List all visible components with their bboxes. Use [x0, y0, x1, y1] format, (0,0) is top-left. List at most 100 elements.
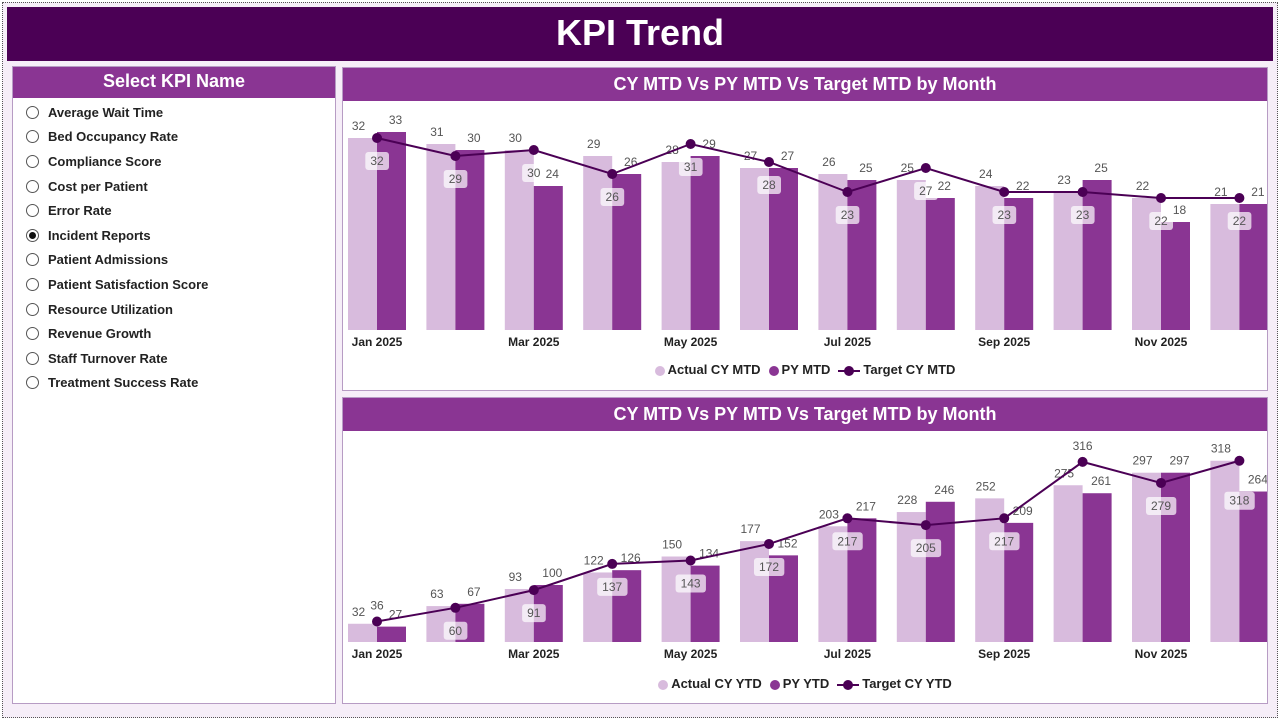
py-data-label: 264 — [1248, 473, 1267, 487]
target-label-bg — [1227, 212, 1252, 230]
slicer-item[interactable]: Average Wait Time — [13, 100, 335, 125]
target-label-bg — [600, 188, 625, 206]
target-label-bg — [365, 152, 389, 170]
radio-icon[interactable] — [26, 105, 39, 119]
target-label-bg — [1224, 491, 1255, 510]
py-data-label: 22 — [1016, 179, 1030, 193]
py-bar — [1161, 222, 1190, 330]
radio-icon[interactable] — [26, 277, 39, 291]
target-data-label: 28 — [762, 178, 776, 192]
target-point — [764, 157, 774, 167]
slicer-item-label: Staff Turnover Rate — [48, 350, 168, 366]
target-point — [1156, 477, 1166, 488]
legend-label: Actual CY MTD — [667, 362, 761, 377]
slicer-item[interactable]: Error Rate — [13, 198, 335, 223]
target-label-bg — [1149, 212, 1173, 230]
slicer-item[interactable]: Staff Turnover Rate — [13, 346, 335, 371]
py-data-label: 67 — [467, 585, 481, 599]
radio-icon[interactable] — [26, 228, 39, 242]
target-data-label: 26 — [606, 190, 620, 204]
target-label-bg — [989, 532, 1020, 551]
target-data-label: 30 — [527, 166, 541, 180]
actual-bar — [818, 174, 848, 330]
target-data-label: 29 — [449, 172, 463, 186]
radio-icon[interactable] — [26, 253, 39, 267]
x-tick-label: Nov 2025 — [1135, 647, 1188, 661]
radio-icon[interactable] — [26, 327, 39, 341]
kpi-slicer: Select KPI Name Average Wait Time Bed Occ… — [12, 66, 336, 704]
radio-icon[interactable] — [26, 154, 39, 168]
py-data-label: 25 — [859, 161, 873, 175]
actual-data-label: 32 — [352, 119, 366, 133]
actual-bar — [740, 541, 769, 642]
slicer-item[interactable]: Compliance Score — [13, 149, 335, 174]
target-data-label: 217 — [994, 534, 1014, 548]
py-bar — [1082, 180, 1112, 330]
slicer-item-label: Resource Utilization — [48, 301, 173, 317]
actual-bar — [896, 512, 926, 642]
target-point — [842, 187, 853, 197]
target-label-bg — [597, 577, 628, 596]
target-point — [1234, 193, 1245, 203]
actual-bar — [1210, 460, 1240, 642]
actual-data-label: 122 — [584, 553, 604, 567]
actual-data-label: 29 — [587, 137, 601, 151]
x-tick-label: May 2025 — [664, 335, 718, 349]
target-label-bg — [835, 206, 860, 224]
x-tick-label: Mar 2025 — [508, 335, 560, 349]
target-data-label: 205 — [916, 541, 936, 555]
target-data-label: 23 — [841, 208, 855, 222]
radio-icon[interactable] — [26, 179, 39, 193]
actual-data-label: 203 — [819, 507, 839, 521]
radio-icon[interactable] — [26, 376, 39, 390]
target-point — [372, 616, 382, 627]
slicer-item[interactable]: Incident Reports — [13, 223, 335, 248]
radio-icon[interactable] — [26, 351, 39, 365]
actual-bar — [661, 556, 691, 642]
py-bar — [1082, 493, 1112, 642]
x-tick-label: Jan 2025 — [352, 647, 403, 661]
radio-icon[interactable] — [26, 302, 39, 316]
target-data-label: 23 — [1076, 208, 1090, 222]
slicer-item[interactable]: Treatment Success Rate — [13, 371, 335, 396]
slicer-item[interactable]: Cost per Patient — [13, 174, 335, 199]
target-data-label: 137 — [602, 580, 622, 594]
chart-title: CY MTD Vs PY MTD Vs Target MTD by Month — [343, 398, 1267, 431]
slicer-item-label: Error Rate — [48, 203, 112, 219]
target-label-bg — [832, 532, 863, 551]
py-bar — [847, 180, 877, 330]
actual-data-label: 297 — [1132, 454, 1152, 468]
legend-label: Target CY YTD — [862, 676, 952, 691]
x-tick-label: Sep 2025 — [978, 647, 1030, 661]
target-data-label: 23 — [998, 208, 1012, 222]
actual-data-label: 275 — [1054, 466, 1074, 480]
mtd-chart: 32 33 Jan 2025 31 30 30 24 Mar 2025 29 26 28 29 May … — [348, 113, 1269, 349]
target-point — [1077, 456, 1088, 467]
radio-icon[interactable] — [26, 130, 39, 144]
actual-bar — [896, 180, 926, 330]
py-bar — [925, 198, 955, 330]
actual-data-label: 23 — [1057, 173, 1071, 187]
x-tick-label: Nov 2025 — [1135, 335, 1188, 349]
actual-data-label: 177 — [740, 522, 760, 536]
slicer-item-label: Average Wait Time — [48, 104, 164, 120]
py-data-label: 21 — [1251, 185, 1265, 199]
py-data-label: 18 — [1173, 203, 1187, 217]
slicer-item[interactable]: Bed Occupancy Rate — [13, 125, 335, 150]
target-label-bg — [753, 557, 785, 576]
target-label-bg — [522, 164, 546, 182]
py-data-label: 30 — [467, 131, 481, 145]
target-point — [1156, 193, 1166, 203]
actual-data-label: 63 — [430, 587, 444, 601]
slicer-item[interactable]: Patient Satisfaction Score — [13, 272, 335, 297]
actual-bar — [975, 498, 1005, 642]
slicer-item[interactable]: Revenue Growth — [13, 321, 335, 346]
x-tick-label: Jul 2025 — [824, 335, 872, 349]
slicer-item[interactable]: Patient Admissions — [13, 248, 335, 273]
legend-marker-icon — [654, 365, 665, 376]
target-point — [607, 169, 618, 179]
target-point — [450, 602, 461, 613]
slicer-item[interactable]: Resource Utilization — [13, 297, 335, 322]
legend-item: PY MTD — [768, 362, 830, 377]
radio-icon[interactable] — [26, 204, 39, 218]
